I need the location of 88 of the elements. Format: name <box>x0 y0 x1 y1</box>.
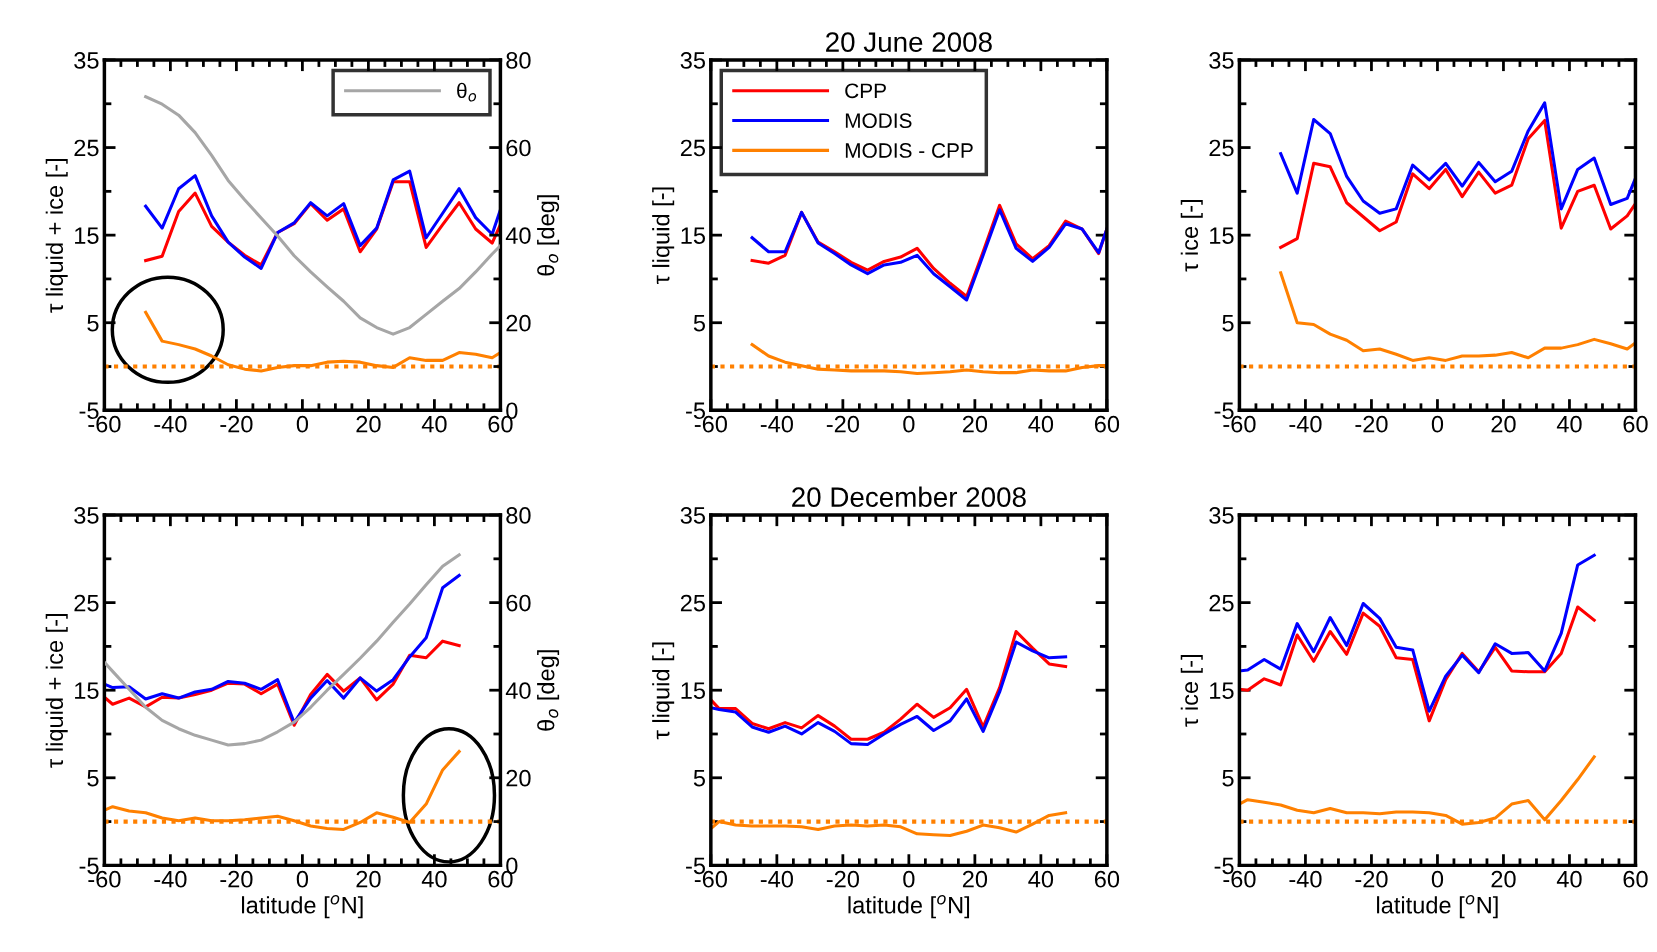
line-series <box>1279 118 1636 249</box>
y-tick-label: 5 <box>1222 315 1234 332</box>
y-axis-title: τ liquid [-] <box>652 187 675 285</box>
x-tick-label: 60 <box>1623 870 1648 888</box>
y-tick-label: 15 <box>681 227 705 244</box>
y-tick-label: 15 <box>75 227 99 244</box>
y-tick-label: 25 <box>1209 139 1234 157</box>
y2-tick-label: 60 <box>506 594 531 612</box>
y2-tick-label: 20 <box>506 769 531 787</box>
y2-axis-title: θ$_{o}$ [deg] <box>537 195 560 276</box>
x-tick-label: -40 <box>154 415 187 433</box>
x-axis-title: latitude [$^{o}$N] <box>848 895 970 919</box>
x-tick-label: 60 <box>1094 870 1120 888</box>
line-series <box>1279 101 1636 215</box>
y-tick-label: 15 <box>681 682 705 699</box>
x-tick-label: 40 <box>421 870 447 888</box>
y-axis-title: τ ice [-] <box>1180 655 1203 727</box>
y-tick-label: 5 <box>87 315 99 332</box>
y-tick-label: 25 <box>1209 594 1234 612</box>
y-tick-label: 25 <box>680 594 705 612</box>
y-tick-label: 5 <box>1222 770 1234 787</box>
x-tick-label: -40 <box>760 870 793 888</box>
legend-label: MODIS <box>845 113 912 129</box>
x-tick-label: 40 <box>1556 415 1582 433</box>
line-series <box>1239 553 1596 713</box>
x-tick-label: 0 <box>1431 415 1444 433</box>
x-tick-label: 20 <box>962 870 988 888</box>
x-tick-label: -20 <box>220 415 253 433</box>
x-tick-label: 0 <box>903 415 915 433</box>
x-tick-label: -40 <box>1289 870 1322 888</box>
x-tick-label: -20 <box>220 870 253 888</box>
y-axis-title: τ liquid [-] <box>652 642 675 740</box>
x-axis-title: latitude [$^{o}$N] <box>242 895 363 919</box>
x-tick-label: -20 <box>1355 415 1388 433</box>
line-series <box>104 553 461 747</box>
chart-title: 20 June 2008 <box>826 32 992 52</box>
x-tick-label: 60 <box>1094 415 1120 433</box>
y-tick-label: 15 <box>1210 227 1234 244</box>
y2-tick-label: 60 <box>506 139 531 157</box>
y-axis-title: τ ice [-] <box>1180 200 1203 272</box>
x-tick-label: -40 <box>154 870 187 888</box>
y2-tick-label: 40 <box>505 682 531 699</box>
x-tick-label: -20 <box>826 415 859 433</box>
y-tick-label: 35 <box>1209 507 1234 524</box>
x-tick-label: 0 <box>296 415 309 433</box>
y-tick-label: 35 <box>680 52 705 69</box>
y-tick-label: 15 <box>1210 682 1234 699</box>
y2-tick-label: 20 <box>506 314 531 332</box>
x-tick-label: 60 <box>1623 415 1648 433</box>
x-tick-label: 0 <box>903 870 915 888</box>
x-tick-label: -20 <box>826 870 859 888</box>
x-axis-title: latitude [$^{o}$N] <box>1377 895 1498 919</box>
x-tick-label: 40 <box>1028 415 1054 433</box>
y-tick-label: 35 <box>74 507 99 524</box>
y-axis-title: τ liquid + ice [-] <box>45 614 68 768</box>
x-tick-label: 20 <box>962 415 988 433</box>
y-tick-label: 35 <box>74 52 99 69</box>
x-tick-label: 40 <box>1028 870 1054 888</box>
y-tick-label: 35 <box>1209 52 1234 69</box>
y2-tick-label: 80 <box>506 52 531 69</box>
y-tick-label: 25 <box>74 594 99 612</box>
y2-tick-label: 40 <box>505 227 531 244</box>
x-tick-label: -40 <box>760 415 793 433</box>
x-tick-label: 0 <box>1431 870 1444 888</box>
x-tick-label: -20 <box>1355 870 1388 888</box>
y-axis-title: τ liquid + ice [-] <box>45 159 68 313</box>
y-tick-label: 5 <box>87 770 99 787</box>
x-tick-label: 20 <box>356 415 381 433</box>
y-tick-label: 5 <box>693 315 705 332</box>
y-tick-label: 25 <box>680 139 705 157</box>
x-tick-label: 20 <box>1491 415 1516 433</box>
line-series <box>1279 271 1636 362</box>
x-tick-label: 20 <box>356 870 381 888</box>
y2-tick-label: 80 <box>506 507 531 524</box>
x-tick-label: -40 <box>1289 415 1322 433</box>
y-tick-label: 5 <box>693 770 705 787</box>
legend-label: CPP <box>845 83 886 99</box>
y-tick-label: 25 <box>74 139 99 157</box>
x-tick-label: 40 <box>1556 870 1582 888</box>
y-tick-label: 35 <box>680 507 705 524</box>
x-tick-label: 40 <box>421 415 447 433</box>
chart-title: 20 December 2008 <box>792 486 1026 507</box>
x-tick-label: 20 <box>1491 870 1516 888</box>
legend-label: MODIS - CPP <box>845 143 973 158</box>
y-tick-label: 15 <box>75 682 99 699</box>
legend-label: θ$_{o}$ <box>457 82 477 102</box>
x-tick-label: 0 <box>296 870 309 888</box>
y2-axis-title: θ$_{o}$ [deg] <box>537 650 560 731</box>
